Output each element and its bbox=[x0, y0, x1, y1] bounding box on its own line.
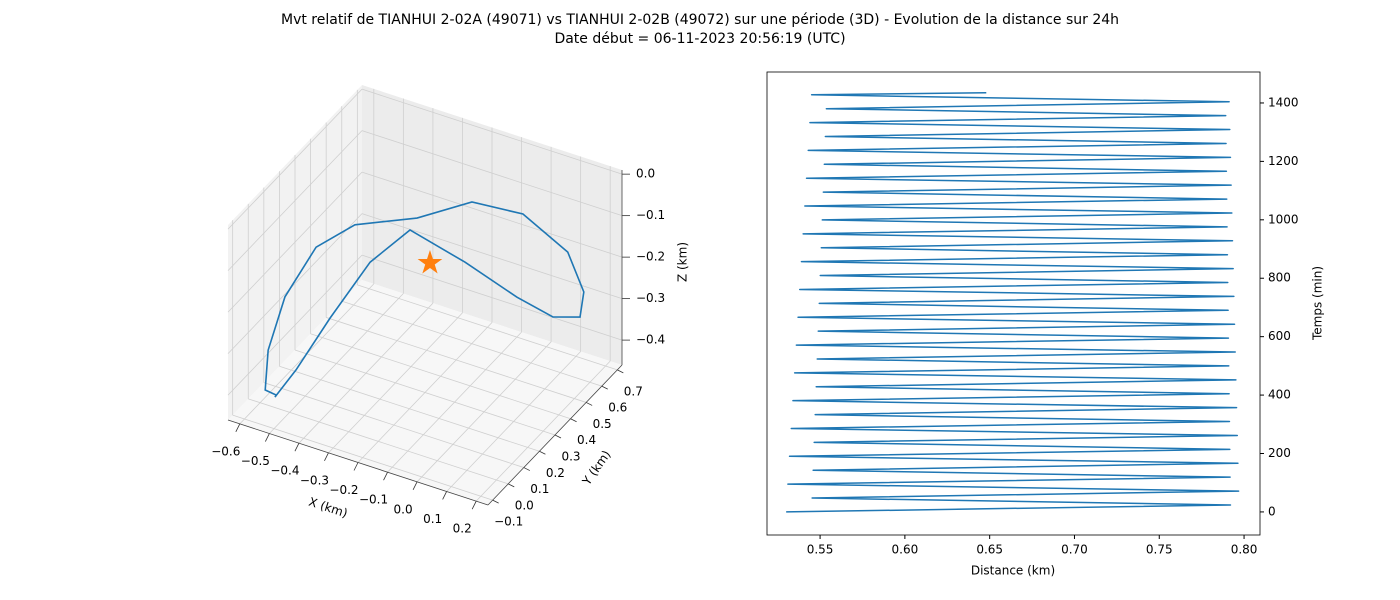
tick-mark bbox=[412, 481, 418, 490]
x-tick-label: 0.65 bbox=[976, 543, 1003, 557]
x-tick-label: −0.6 bbox=[211, 444, 240, 458]
grid-line bbox=[279, 365, 540, 452]
y-tick-label: 0.7 bbox=[624, 384, 643, 398]
grid-line bbox=[357, 284, 618, 371]
grid-line bbox=[248, 398, 509, 485]
x-tick-label: −0.2 bbox=[329, 483, 358, 497]
axis-line bbox=[227, 419, 489, 506]
y-tick-label: 0.3 bbox=[561, 450, 580, 464]
x-tick-label: 0.0 bbox=[394, 502, 413, 516]
y-tick-label: 0.4 bbox=[577, 433, 596, 447]
x-tick-label: −0.5 bbox=[241, 454, 270, 468]
y-tick-label: 200 bbox=[1268, 446, 1291, 460]
x-tick-label: −0.3 bbox=[300, 473, 329, 487]
origin-marker bbox=[417, 250, 443, 274]
grid-line bbox=[310, 333, 571, 420]
y-tick-label: 600 bbox=[1268, 329, 1291, 343]
grid-line bbox=[294, 349, 556, 436]
tick-mark bbox=[324, 452, 329, 462]
y-tick-label: 0.2 bbox=[546, 466, 565, 480]
x-tick-label: 0.55 bbox=[807, 543, 834, 557]
tick-mark bbox=[471, 500, 477, 510]
grid-line bbox=[227, 88, 363, 230]
z-axis-label: Z (km) bbox=[676, 242, 690, 282]
axis-line bbox=[487, 364, 623, 506]
tick-mark bbox=[442, 491, 447, 500]
y-tick-label: 800 bbox=[1268, 271, 1291, 285]
y-tick-label: 1200 bbox=[1268, 154, 1299, 168]
distance-line bbox=[786, 91, 1240, 513]
figure-subtitle: Date début = 06-11-2023 20:56:19 (UTC) bbox=[554, 31, 845, 47]
tick-mark bbox=[617, 369, 624, 374]
tick-mark bbox=[554, 434, 562, 439]
x-tick-label: 0.70 bbox=[1061, 543, 1088, 557]
grid-line bbox=[341, 300, 602, 387]
grid-line bbox=[227, 171, 363, 313]
tick-mark bbox=[570, 418, 577, 423]
tick-mark bbox=[523, 467, 531, 471]
y-tick-label: 0.0 bbox=[515, 498, 534, 512]
tick-mark bbox=[492, 499, 499, 504]
x-axis-label: X (km) bbox=[307, 495, 349, 521]
tick-mark bbox=[265, 433, 270, 442]
grid-line bbox=[227, 254, 363, 396]
tick-mark bbox=[383, 471, 388, 481]
grid-line bbox=[361, 88, 623, 175]
y-tick-label: −0.1 bbox=[494, 515, 523, 529]
y-tick-label: 1400 bbox=[1268, 95, 1299, 109]
y-tick-label: 0.5 bbox=[593, 417, 612, 431]
grid-line bbox=[232, 414, 493, 501]
grid-line bbox=[361, 213, 623, 299]
tick-mark bbox=[601, 385, 608, 390]
grid-line bbox=[361, 171, 623, 258]
grid-line bbox=[361, 130, 623, 217]
plot-frame bbox=[766, 71, 1261, 536]
y-tick-label: 1000 bbox=[1268, 212, 1299, 226]
grid-line bbox=[227, 130, 363, 271]
tick-mark bbox=[235, 423, 241, 433]
x-tick-label: −0.4 bbox=[270, 464, 299, 478]
y-axis-label: Temps (min) bbox=[1311, 266, 1325, 341]
grid-line bbox=[326, 317, 587, 403]
x-tick-label: 0.60 bbox=[892, 543, 919, 557]
x-tick-label: 0.1 bbox=[423, 512, 442, 526]
z-tick-label: −0.2 bbox=[636, 250, 665, 264]
trajectory bbox=[264, 201, 585, 398]
z-tick-label: −0.1 bbox=[636, 208, 665, 222]
x-tick-label: 0.80 bbox=[1231, 543, 1258, 557]
tick-mark bbox=[508, 483, 515, 488]
z-tick-label: 0.0 bbox=[636, 167, 655, 181]
x-axis-label: Distance (km) bbox=[971, 564, 1055, 578]
x-tick-label: 0.75 bbox=[1146, 543, 1173, 557]
y-tick-label: 0.6 bbox=[608, 401, 627, 415]
tick-mark bbox=[585, 402, 593, 406]
tick-mark bbox=[539, 450, 546, 455]
y-tick-label: 0 bbox=[1268, 504, 1276, 518]
grid-line bbox=[227, 213, 363, 354]
y-tick-label: 400 bbox=[1268, 388, 1291, 402]
z-tick-label: −0.3 bbox=[636, 291, 665, 305]
grid-line bbox=[263, 382, 524, 468]
x-tick-label: 0.2 bbox=[453, 522, 472, 536]
tick-mark bbox=[294, 443, 300, 452]
tick-mark bbox=[353, 462, 359, 471]
y-tick-label: 0.1 bbox=[530, 482, 549, 496]
y-axis-label: Y (km) bbox=[579, 448, 614, 489]
grid-line bbox=[361, 254, 623, 341]
z-tick-label: −0.4 bbox=[636, 333, 665, 347]
x-tick-label: −0.1 bbox=[359, 493, 388, 507]
figure-title: Mvt relatif de TIANHUI 2-02A (49071) vs … bbox=[281, 12, 1119, 28]
